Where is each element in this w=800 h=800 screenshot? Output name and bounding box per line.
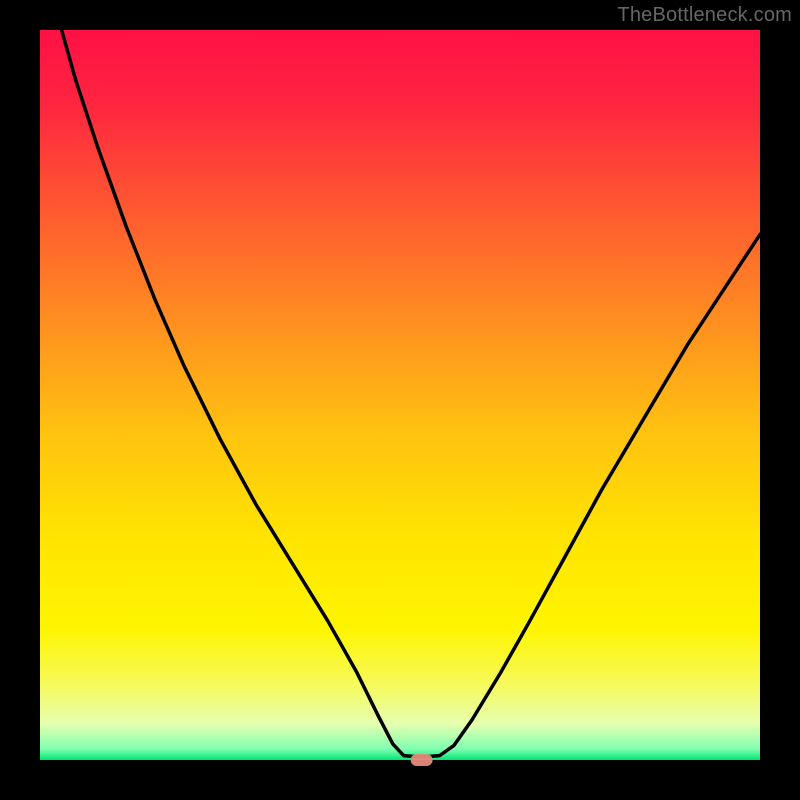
bottleneck-chart — [0, 0, 800, 800]
optimal-marker — [411, 754, 433, 766]
chart-background-gradient — [40, 30, 760, 760]
watermark-text: TheBottleneck.com — [617, 4, 792, 27]
